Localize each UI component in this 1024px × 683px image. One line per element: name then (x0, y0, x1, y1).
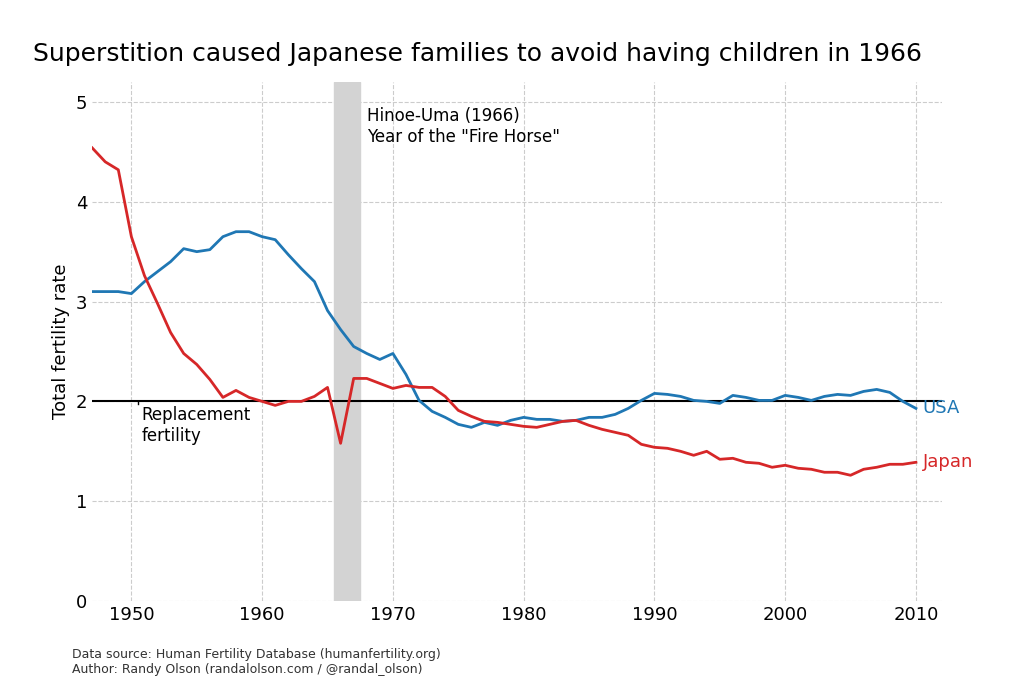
Text: Japan: Japan (923, 454, 973, 471)
Text: USA: USA (923, 400, 959, 417)
Text: Hinoe-Uma (1966)
Year of the "Fire Horse": Hinoe-Uma (1966) Year of the "Fire Horse… (367, 107, 560, 145)
Y-axis label: Total fertility rate: Total fertility rate (52, 264, 71, 419)
Text: Superstition caused Japanese families to avoid having children in 1966: Superstition caused Japanese families to… (33, 42, 922, 66)
Bar (334, 82, 360, 601)
Text: Replacement
fertility: Replacement fertility (142, 406, 251, 445)
Text: Data source: Human Fertility Database (humanfertility.org)
Author: Randy Olson (: Data source: Human Fertility Database (h… (72, 648, 440, 676)
